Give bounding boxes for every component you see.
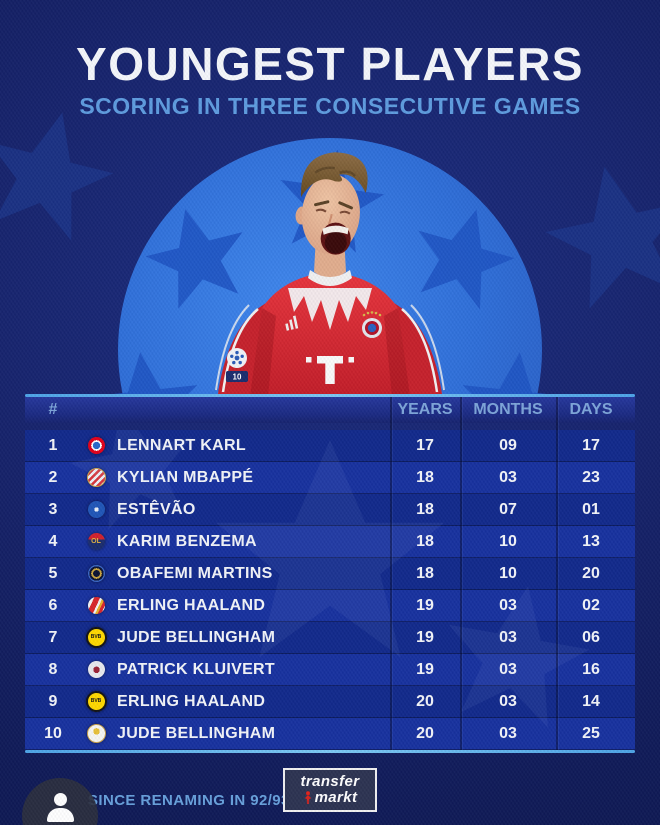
chelsea-fc-badge-icon — [87, 501, 105, 518]
days-cell: 16 — [582, 660, 600, 678]
player-name: ERLING HAALAND — [117, 596, 266, 614]
svg-text:10: 10 — [233, 373, 242, 382]
table-row: 1 LENNART KARL 17 09 17 — [25, 430, 635, 462]
table-bottom-border — [25, 750, 635, 753]
rank-cell: 1 — [48, 436, 58, 454]
days-cell: 02 — [582, 596, 600, 614]
table-row: 6 ERLING HAALAND 19 03 02 — [25, 590, 635, 622]
jersey-brand-icon — [285, 315, 299, 331]
years-cell: 17 — [416, 436, 434, 454]
months-cell: 09 — [499, 436, 517, 454]
transfermarkt-logo-line1: transfer — [300, 773, 360, 791]
footnote: SINCE RENAMING IN 92/93 — [88, 792, 290, 809]
days-cell: 20 — [582, 564, 600, 582]
days-cell: 17 — [582, 436, 600, 454]
player-name: LENNART KARL — [117, 436, 246, 454]
years-cell: 18 — [416, 500, 434, 518]
player-photo: 10 — [215, 152, 445, 396]
rank-cell: 4 — [48, 532, 58, 550]
table-row: 4 OL KARIM BENZEMA 18 10 13 — [25, 526, 635, 558]
table-row: 5 OBAFEMI MARTINS 18 10 20 — [25, 558, 635, 590]
table-row: 10 JUDE BELLINGHAM 20 03 25 — [25, 718, 635, 750]
table-row: 9 BVB ERLING HAALAND 20 03 14 — [25, 686, 635, 718]
jersey-crest-icon — [362, 311, 382, 338]
borussia-dortmund-badge-icon: BVB — [85, 691, 107, 712]
table-body: 1 LENNART KARL 17 09 17 2 KYLIAN MBAPPÉ … — [25, 430, 635, 750]
years-cell: 18 — [416, 468, 434, 486]
years-cell: 20 — [416, 692, 434, 710]
player-name: PATRICK KLUIVERT — [117, 660, 275, 678]
months-cell: 03 — [499, 468, 517, 486]
table-top-border — [25, 394, 635, 397]
months-cell: 03 — [499, 692, 517, 710]
page-title: YOUNGEST PLAYERS — [76, 38, 584, 90]
table-row: 7 BVB JUDE BELLINGHAM 19 03 06 — [25, 622, 635, 654]
player-name: JUDE BELLINGHAM — [117, 724, 276, 742]
rank-cell: 8 — [48, 660, 58, 678]
player-name: JUDE BELLINGHAM — [117, 628, 276, 646]
months-cell: 07 — [499, 500, 517, 518]
rank-cell: 9 — [48, 692, 58, 710]
years-cell: 19 — [416, 596, 434, 614]
months-cell: 03 — [499, 660, 517, 678]
days-cell: 23 — [582, 468, 600, 486]
person-icon — [22, 778, 98, 825]
borussia-dortmund-badge-icon: BVB — [85, 627, 107, 648]
header-gap — [25, 423, 635, 430]
player-name: KYLIAN MBAPPÉ — [117, 468, 254, 486]
header: YOUNGEST PLAYERS SCORING IN THREE CONSEC… — [0, 40, 660, 120]
table-row: 8 PATRICK KLUIVERT 19 03 16 — [25, 654, 635, 686]
rank-cell: 10 — [44, 724, 62, 742]
rb-salzburg-badge-icon — [87, 597, 105, 614]
rank-cell: 7 — [48, 628, 58, 646]
ajax-amsterdam-badge-icon — [87, 661, 105, 678]
years-cell: 18 — [416, 564, 434, 582]
inter-milan-badge-icon — [87, 565, 105, 582]
rank-cell: 6 — [48, 596, 58, 614]
fc-bayern-munich-badge-icon — [87, 437, 105, 454]
as-monaco-badge-icon — [86, 468, 106, 487]
real-madrid-badge-icon — [86, 724, 106, 743]
rank-cell: 2 — [48, 468, 58, 486]
table-row: 2 KYLIAN MBAPPÉ 18 03 23 — [25, 462, 635, 494]
years-cell: 19 — [416, 660, 434, 678]
months-cell: 10 — [499, 564, 517, 582]
transfermarkt-logo-line2: markt — [314, 789, 358, 806]
years-cell: 20 — [416, 724, 434, 742]
table-row: 3 ESTÊVÃO 18 07 01 — [25, 494, 635, 526]
years-cell: 19 — [416, 628, 434, 646]
player-name: ESTÊVÃO — [117, 500, 196, 518]
rank-cell: 5 — [48, 564, 58, 582]
table-header-row: # YEARS MONTHS DAYS — [25, 397, 635, 423]
player-name: ERLING HAALAND — [117, 692, 266, 710]
hero-artwork: 10 — [0, 112, 660, 396]
days-cell: 01 — [582, 500, 600, 518]
transfermarkt-logo: transfer markt — [283, 768, 377, 812]
column-header-months: MONTHS — [473, 401, 543, 418]
player-name: KARIM BENZEMA — [117, 532, 257, 550]
sleeve-patch-icon: 10 — [226, 348, 248, 382]
olympique-lyon-badge-icon: OL — [87, 533, 105, 550]
days-cell: 25 — [582, 724, 600, 742]
column-header-rank: # — [48, 401, 58, 418]
page-subtitle: SCORING IN THREE CONSECUTIVE GAMES — [79, 93, 581, 120]
months-cell: 03 — [499, 724, 517, 742]
column-header-days: DAYS — [569, 401, 613, 418]
column-header-years: YEARS — [397, 401, 453, 418]
rank-cell: 3 — [48, 500, 58, 518]
jersey-sponsor-logo — [306, 356, 354, 384]
months-cell: 03 — [499, 628, 517, 646]
player-name: OBAFEMI MARTINS — [117, 564, 273, 582]
days-cell: 13 — [582, 532, 600, 550]
days-cell: 06 — [582, 628, 600, 646]
players-table: # YEARS MONTHS DAYS 1 LENNART KARL 17 09… — [25, 394, 635, 753]
player-face — [295, 152, 368, 255]
transfermarkt-figure-icon — [304, 791, 311, 804]
months-cell: 10 — [499, 532, 517, 550]
years-cell: 18 — [416, 532, 434, 550]
months-cell: 03 — [499, 596, 517, 614]
days-cell: 14 — [582, 692, 600, 710]
